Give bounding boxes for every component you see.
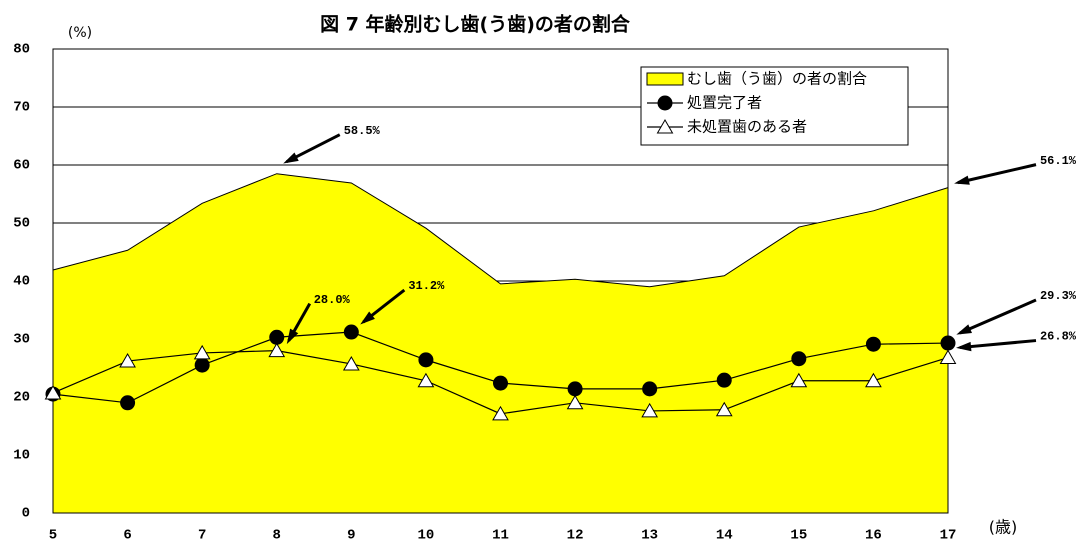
x-tick-label: 12 bbox=[567, 528, 584, 544]
arrow-head bbox=[956, 324, 972, 335]
area bbox=[53, 173, 948, 513]
annotation-arrow bbox=[959, 339, 1037, 350]
marker bbox=[865, 336, 881, 352]
value-label: 56.1% bbox=[1040, 154, 1077, 168]
x-tick-label: 7 bbox=[198, 528, 206, 544]
legend-marker bbox=[657, 95, 673, 111]
arrow-head bbox=[286, 328, 299, 345]
marker bbox=[417, 372, 435, 388]
y-tick-label: 80 bbox=[13, 42, 30, 58]
x-tick-label: 11 bbox=[492, 528, 509, 544]
marker bbox=[119, 353, 136, 368]
legend-label: 処置完了者 bbox=[687, 94, 762, 112]
marker bbox=[493, 375, 508, 391]
marker bbox=[567, 381, 583, 397]
x-tick-label: 6 bbox=[123, 528, 131, 544]
value-label: 29.3% bbox=[1040, 289, 1077, 303]
x-axis-label: (歳) bbox=[989, 518, 1018, 537]
marker bbox=[194, 357, 210, 373]
x-tick-label: 9 bbox=[347, 528, 355, 544]
y-tick-label: 60 bbox=[13, 158, 30, 174]
marker bbox=[715, 401, 733, 417]
marker bbox=[268, 342, 286, 358]
y-tick-label: 50 bbox=[13, 216, 30, 232]
marker bbox=[44, 384, 62, 400]
marker bbox=[716, 372, 732, 388]
x-tick-label: 13 bbox=[641, 528, 658, 544]
chart-title: 図 7 年齢別むし歯(う歯)の者の割合 bbox=[320, 13, 631, 36]
x-tick-label: 16 bbox=[865, 528, 882, 544]
marker bbox=[343, 324, 359, 340]
y-tick-label: 40 bbox=[13, 274, 30, 290]
y-tick-label: 70 bbox=[13, 100, 30, 116]
y-tick-label: 0 bbox=[22, 506, 30, 522]
area-outline bbox=[52, 173, 949, 288]
marker bbox=[269, 329, 285, 345]
legend-marker bbox=[656, 118, 674, 134]
arrow-head bbox=[360, 311, 375, 325]
arrow-head bbox=[956, 341, 972, 352]
arrow-head bbox=[283, 152, 299, 164]
marker bbox=[790, 372, 808, 388]
value-label: 58.5% bbox=[344, 124, 381, 138]
value-label: 26.8% bbox=[1040, 330, 1077, 344]
value-label: 28.0% bbox=[314, 293, 351, 307]
marker bbox=[865, 372, 882, 388]
x-tick-label: 15 bbox=[790, 528, 807, 544]
annotation-arrow bbox=[957, 163, 1037, 185]
x-tick-label: 10 bbox=[418, 528, 435, 544]
marker bbox=[342, 355, 360, 371]
legend-swatch bbox=[646, 72, 684, 86]
marker bbox=[939, 349, 957, 365]
y-tick-label: 10 bbox=[13, 448, 30, 464]
marker bbox=[641, 402, 659, 418]
legend-label: むし歯（う歯）の者の割合 bbox=[687, 70, 867, 88]
marker bbox=[492, 405, 509, 421]
annotation-arrow bbox=[959, 298, 1037, 335]
marker bbox=[418, 352, 434, 368]
marker bbox=[193, 344, 211, 360]
marker bbox=[642, 381, 658, 397]
marker bbox=[566, 394, 584, 410]
plot-frame bbox=[52, 48, 949, 514]
x-tick-label: 5 bbox=[49, 528, 57, 544]
marker bbox=[791, 351, 807, 367]
legend bbox=[640, 66, 909, 146]
y-tick-label: 20 bbox=[13, 390, 30, 406]
x-tick-label: 17 bbox=[940, 528, 957, 544]
marker bbox=[120, 395, 136, 411]
arrow-head bbox=[954, 175, 970, 185]
x-tick-label: 8 bbox=[273, 528, 281, 544]
x-tick-label: 14 bbox=[716, 528, 733, 544]
marker bbox=[940, 335, 956, 351]
legend-label: 未処置歯のある者 bbox=[687, 118, 807, 136]
y-tick-label: 30 bbox=[13, 332, 30, 348]
value-label: 31.2% bbox=[408, 279, 445, 293]
y-axis-label: (%) bbox=[68, 25, 92, 41]
